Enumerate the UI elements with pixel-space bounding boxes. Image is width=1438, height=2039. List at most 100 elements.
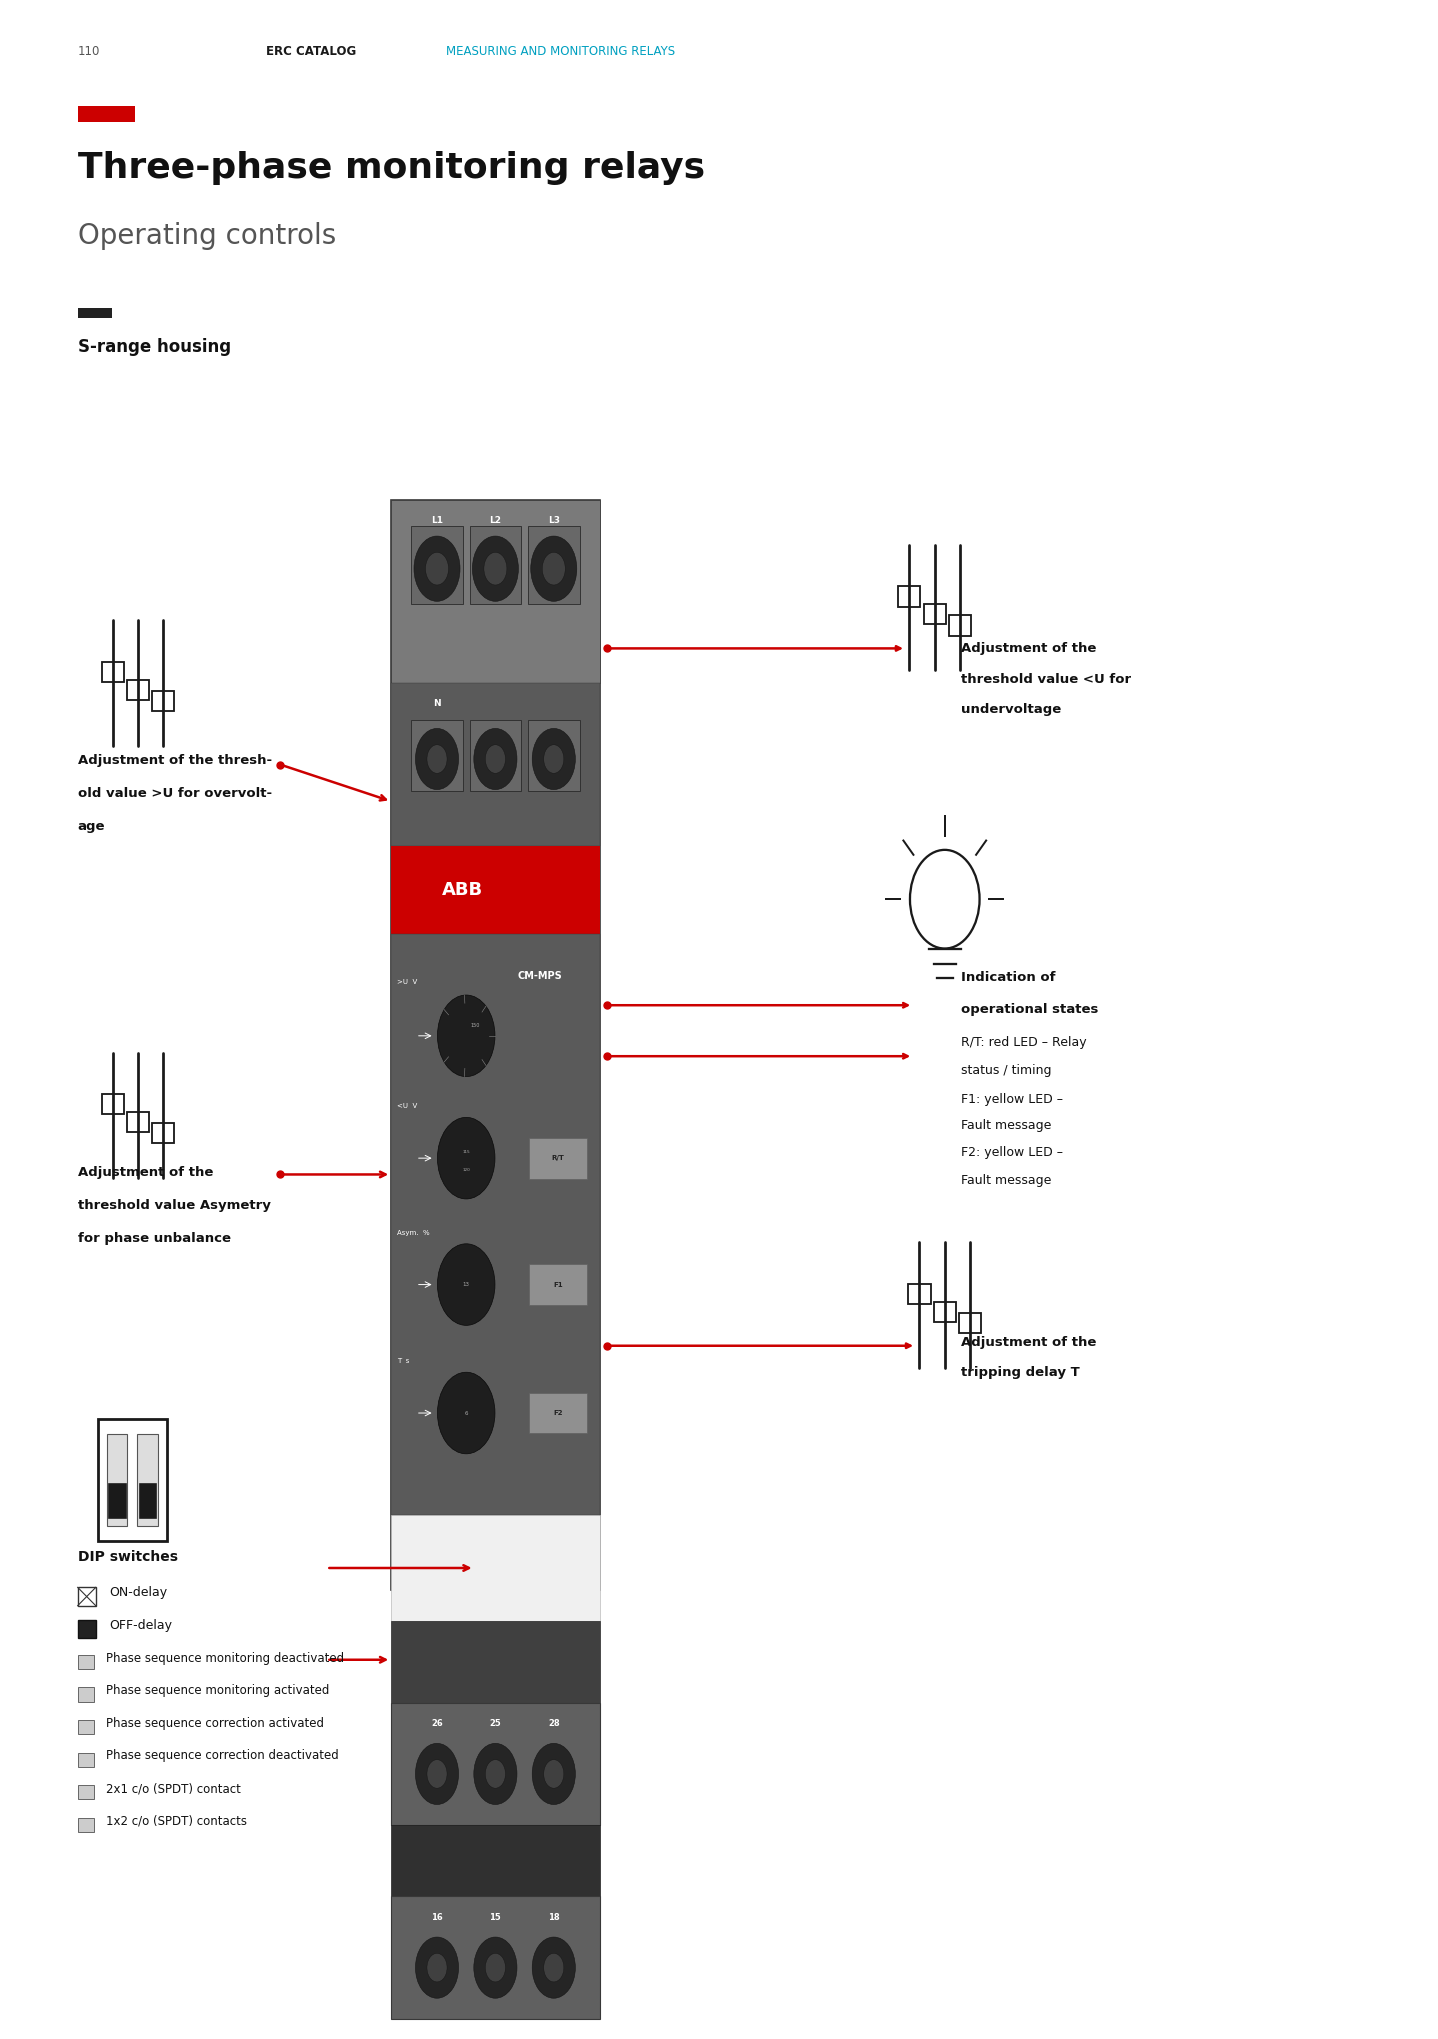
Text: 16: 16 (431, 1913, 443, 1921)
Bar (411, 526, 463, 604)
Bar (923, 604, 946, 624)
Bar (391, 934, 600, 1515)
Text: L2: L2 (489, 516, 502, 524)
Bar (391, 683, 600, 846)
Text: 26: 26 (431, 1719, 443, 1727)
Bar (138, 1435, 158, 1525)
Circle shape (486, 744, 506, 773)
Text: F2: F2 (554, 1411, 562, 1415)
Text: 115: 115 (463, 1150, 470, 1154)
Text: 120: 120 (463, 1168, 470, 1172)
Bar (391, 1621, 600, 1703)
Bar (469, 720, 521, 791)
Bar (933, 1301, 956, 1321)
Bar (529, 1138, 587, 1179)
Text: N: N (433, 699, 441, 708)
Text: Operating controls: Operating controls (78, 222, 336, 251)
Circle shape (416, 1937, 459, 1998)
Text: Phase sequence correction deactivated: Phase sequence correction deactivated (106, 1749, 339, 1762)
Circle shape (416, 728, 459, 789)
Bar (98, 1419, 167, 1541)
Bar (529, 1264, 587, 1305)
Text: 150: 150 (470, 1024, 479, 1028)
Text: 1x2 c/o (SPDT) contacts: 1x2 c/o (SPDT) contacts (106, 1815, 247, 1827)
Circle shape (475, 1743, 518, 1805)
Circle shape (414, 536, 460, 602)
Text: L1: L1 (431, 516, 443, 524)
Circle shape (486, 1953, 506, 1982)
Text: F1: yellow LED –: F1: yellow LED – (961, 1093, 1063, 1105)
Bar (108, 1482, 125, 1517)
Text: ERC CATALOG: ERC CATALOG (266, 45, 357, 57)
Circle shape (532, 1937, 575, 1998)
Text: tripping delay T: tripping delay T (961, 1366, 1080, 1378)
Text: age: age (78, 820, 105, 832)
Text: 13: 13 (463, 1283, 470, 1287)
Text: R/T: red LED – Relay: R/T: red LED – Relay (961, 1036, 1086, 1048)
Bar (78, 1619, 96, 1639)
Circle shape (437, 995, 495, 1077)
Text: Adjustment of the: Adjustment of the (78, 1166, 213, 1179)
Bar (78, 106, 135, 122)
Text: 15: 15 (489, 1913, 502, 1921)
Text: status / timing: status / timing (961, 1064, 1051, 1077)
Text: T  s: T s (397, 1358, 410, 1364)
Text: 110: 110 (78, 45, 101, 57)
Bar (78, 1656, 93, 1668)
Text: 25: 25 (489, 1719, 502, 1727)
Bar (152, 1123, 174, 1144)
Circle shape (483, 553, 508, 585)
Text: S-range housing: S-range housing (78, 338, 230, 357)
Bar (959, 1313, 981, 1334)
Circle shape (416, 1743, 459, 1805)
Bar (909, 1285, 930, 1303)
Text: operational states: operational states (961, 1003, 1099, 1015)
Text: Adjustment of the: Adjustment of the (961, 642, 1096, 655)
Text: R/T: R/T (552, 1156, 564, 1160)
Bar (106, 1435, 127, 1525)
Bar (469, 526, 521, 604)
Circle shape (531, 536, 577, 602)
Bar (949, 616, 971, 636)
Bar (127, 679, 150, 699)
Text: 6: 6 (464, 1411, 467, 1415)
Bar (391, 1703, 600, 1825)
Text: MEASURING AND MONITORING RELAYS: MEASURING AND MONITORING RELAYS (446, 45, 674, 57)
Circle shape (544, 1953, 564, 1982)
Bar (391, 1896, 600, 2019)
Text: threshold value <U for: threshold value <U for (961, 673, 1130, 685)
Circle shape (532, 728, 575, 789)
Text: Asym.  %: Asym. % (397, 1230, 430, 1236)
Text: <U  V: <U V (397, 1103, 417, 1109)
Text: 18: 18 (548, 1913, 559, 1921)
Bar (528, 526, 580, 604)
Bar (391, 846, 600, 934)
Text: ON-delay: ON-delay (109, 1586, 167, 1599)
Bar (152, 691, 174, 712)
Text: for phase unbalance: for phase unbalance (78, 1232, 230, 1244)
Text: Three-phase monitoring relays: Three-phase monitoring relays (78, 151, 705, 186)
Bar (127, 1111, 150, 1132)
Bar (411, 720, 463, 791)
Text: undervoltage: undervoltage (961, 703, 1061, 716)
Bar (528, 720, 580, 791)
Bar (102, 663, 124, 681)
Circle shape (427, 1953, 447, 1982)
Text: Adjustment of the thresh-: Adjustment of the thresh- (78, 754, 272, 767)
Text: Fault message: Fault message (961, 1119, 1051, 1132)
Text: 28: 28 (548, 1719, 559, 1727)
Bar (78, 1819, 93, 1833)
Circle shape (427, 744, 447, 773)
Circle shape (437, 1117, 495, 1199)
Circle shape (544, 744, 564, 773)
Text: Phase sequence correction activated: Phase sequence correction activated (106, 1717, 325, 1729)
Bar (391, 1825, 600, 1896)
Bar (78, 1786, 93, 1800)
Text: L3: L3 (548, 516, 559, 524)
Bar (529, 1393, 587, 1433)
Bar (899, 587, 920, 606)
Text: Phase sequence monitoring activated: Phase sequence monitoring activated (106, 1684, 329, 1696)
Bar (78, 1688, 93, 1701)
Text: DIP switches: DIP switches (78, 1550, 178, 1564)
Bar (78, 1586, 96, 1607)
